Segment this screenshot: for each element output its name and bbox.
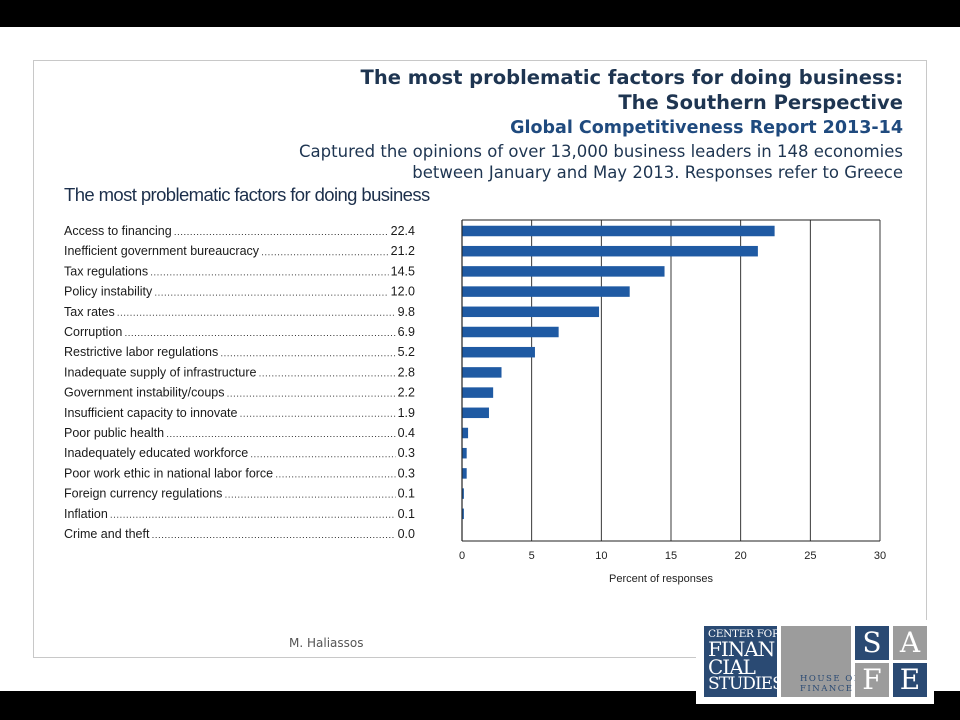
slide-title-line2: The Southern Perspective: [618, 91, 903, 114]
cfs-logo-line2: FINAN: [708, 637, 775, 661]
bar: [462, 447, 467, 459]
x-tick-label: 5: [529, 550, 535, 562]
category-label: Inadequately educated workforce: [64, 446, 248, 460]
bar: [462, 468, 467, 479]
chart-title: The most problematic factors for doing b…: [64, 184, 430, 205]
value-label: 2.8: [398, 365, 415, 379]
value-label: 2.2: [398, 386, 415, 400]
bar: [462, 427, 469, 439]
safe-letter-e: E: [893, 663, 927, 697]
slide-frame: [33, 60, 927, 658]
value-label: 0.0: [398, 527, 415, 541]
value-label: 14.5: [391, 264, 415, 278]
slide: The most problematic factors for doing b…: [0, 27, 960, 704]
subtitle-line1: Captured the opinions of over 13,000 bus…: [299, 142, 903, 161]
bar: [462, 225, 775, 237]
cfs-logo-line1: CENTER FOR: [708, 628, 780, 640]
slide-subtitle: Captured the opinions of over 13,000 bus…: [299, 141, 903, 183]
value-label: 1.9: [398, 406, 415, 420]
category-label: Corruption: [64, 325, 122, 339]
author: M. Haliassos: [289, 636, 364, 650]
value-label: 21.2: [391, 244, 415, 258]
bar: [462, 245, 758, 257]
bar: [462, 266, 665, 277]
bar: [462, 326, 559, 338]
bar: [462, 407, 489, 419]
value-label: 0.3: [398, 466, 415, 480]
value-label: 0.1: [398, 507, 415, 521]
value-label: 5.2: [398, 345, 415, 359]
slide-title: The most problematic factors for doing b…: [360, 66, 903, 89]
category-label: Poor public health: [64, 426, 164, 440]
cfs-logo-line4: STUDIES: [708, 674, 784, 694]
bar: [462, 488, 464, 499]
value-label: 0.4: [398, 426, 415, 440]
x-tick-label: 20: [735, 550, 747, 562]
category-label: Foreign currency regulations: [64, 487, 222, 501]
category-label: Insufficient capacity to innovate: [64, 406, 238, 420]
bar: [462, 508, 464, 520]
category-label: Tax regulations: [64, 264, 148, 278]
value-label: 9.8: [398, 305, 415, 319]
bar: [462, 306, 600, 318]
bar: [462, 346, 535, 358]
value-label: 6.9: [398, 325, 415, 339]
safe-logo: S A F E: [855, 626, 927, 697]
value-label: 0.3: [398, 446, 415, 460]
category-label: Inefficient government bureaucracy: [64, 244, 260, 258]
bar-chart: 0 5 10 15 20 25 30 Percent of responses Access t…: [64, 219, 886, 585]
category-label: Government instability/coups: [64, 386, 225, 400]
safe-letter-f: F: [855, 663, 889, 697]
category-label: Poor work ethic in national labor force: [64, 466, 273, 480]
category-label: Policy instability: [64, 285, 153, 299]
category-label: Restrictive labor regulations: [64, 345, 218, 359]
cfs-logo: CENTER FOR FINAN CIAL STUDIES: [704, 626, 784, 697]
value-label: 22.4: [391, 224, 415, 238]
cfs-logo-line3: CIAL: [708, 655, 756, 679]
safe-letter-s: S: [855, 626, 889, 660]
subtitle-line2: between January and May 2013. Responses …: [412, 163, 903, 182]
bar: [462, 286, 630, 297]
bar: [462, 387, 494, 398]
hof-logo-line1: HOUSE OF: [800, 674, 862, 684]
value-label: 0.1: [398, 487, 415, 501]
house-of-finance-logo: HOUSE OF FINANCE: [781, 626, 860, 697]
x-tick-label: 15: [665, 550, 677, 562]
x-axis-label: Percent of responses: [609, 573, 713, 585]
value-label: 12.0: [391, 285, 415, 299]
hof-logo-line2: FINANCE: [800, 684, 854, 694]
bar: [462, 367, 502, 378]
x-tick-label: 10: [595, 550, 607, 562]
category-label: Inflation: [64, 507, 108, 521]
x-tick-label: 25: [804, 550, 816, 562]
category-label: Inadequate supply of infrastructure: [64, 365, 257, 379]
report-name: Global Competitiveness Report 2013-14: [510, 118, 903, 138]
x-tick-label: 0: [459, 550, 465, 562]
x-tick-label: 30: [874, 550, 886, 562]
category-label: Access to financing: [64, 224, 172, 238]
category-label: Crime and theft: [64, 527, 150, 541]
safe-letter-a: A: [893, 626, 927, 660]
category-label: Tax rates: [64, 305, 115, 319]
